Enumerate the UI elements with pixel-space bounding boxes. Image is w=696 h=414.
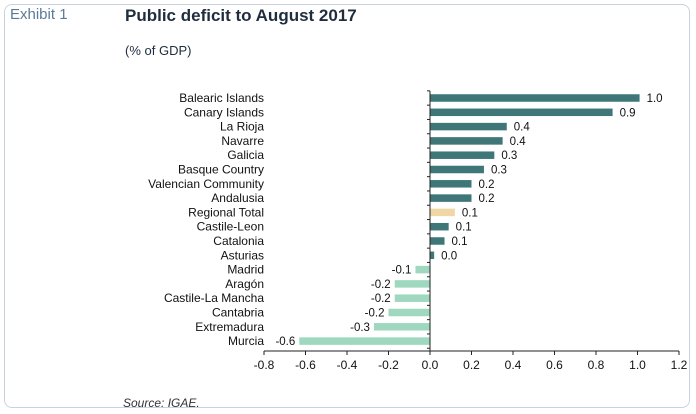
data-label: 0.3 <box>491 165 507 177</box>
x-tick-label: 1.0 <box>629 358 646 372</box>
bar <box>430 108 613 117</box>
x-tick-label: 0.4 <box>505 358 522 372</box>
category-label: Castile-La Mancha <box>164 291 264 305</box>
data-label: 0.3 <box>501 150 517 162</box>
category-label: Extremadura <box>195 320 264 334</box>
x-tick-label: -0.8 <box>254 358 275 372</box>
category-label: Castile-Leon <box>197 220 264 234</box>
data-label: 0.4 <box>514 122 531 134</box>
category-label: Canary Islands <box>184 105 264 119</box>
data-label: -0.2 <box>365 308 385 320</box>
bar <box>430 151 495 159</box>
category-label: Regional Total <box>188 205 264 219</box>
category-label: Cantabria <box>212 306 264 320</box>
category-label: La Rioja <box>220 120 264 134</box>
category-label: Basque Country <box>178 163 264 177</box>
data-label: -0.6 <box>275 336 295 348</box>
bar <box>430 194 472 202</box>
x-tick-label: -0.4 <box>337 358 358 372</box>
data-label: -0.3 <box>350 322 370 334</box>
data-label: 0.1 <box>452 236 468 248</box>
data-label: 0.4 <box>510 136 527 148</box>
category-label: Murcia <box>228 334 264 348</box>
category-label: Madrid <box>227 263 264 277</box>
category-label: Catalonia <box>213 234 264 248</box>
bar <box>388 308 430 317</box>
data-label: 0.2 <box>479 179 495 191</box>
data-label: 0.2 <box>479 193 495 205</box>
x-tick-label: 1.2 <box>671 358 688 372</box>
data-label: 1.0 <box>647 93 663 105</box>
data-label: 0.1 <box>462 207 478 219</box>
bar <box>430 94 640 102</box>
bar <box>430 237 445 245</box>
bar <box>430 122 507 131</box>
chart-subtitle: (% of GDP) <box>125 43 192 58</box>
bar <box>430 208 455 217</box>
category-label: Navarre <box>221 134 264 148</box>
bar <box>394 280 430 288</box>
category-label: Valencian Community <box>148 177 264 191</box>
data-label: -0.2 <box>371 279 391 291</box>
data-label: -0.1 <box>392 265 412 277</box>
x-tick-label: -0.2 <box>378 358 399 372</box>
bar <box>430 222 449 231</box>
data-label: 0.9 <box>620 107 636 119</box>
chart-title: Public deficit to August 2017 <box>125 6 357 25</box>
x-tick-label: 0.6 <box>546 358 563 372</box>
source-note: Source: IGAE. <box>123 396 200 410</box>
bar <box>430 137 503 145</box>
x-tick-label: -0.6 <box>295 358 316 372</box>
bar <box>373 323 430 331</box>
category-label: Asturias <box>221 248 264 262</box>
data-label: -0.2 <box>371 293 391 305</box>
x-tick-label: 0.2 <box>463 358 480 372</box>
bar <box>430 165 484 174</box>
category-label: Galicia <box>227 148 264 162</box>
bar <box>430 251 435 260</box>
bar <box>299 337 430 345</box>
category-label: Aragón <box>225 277 264 291</box>
category-label: Andalusia <box>211 191 264 205</box>
bar <box>394 294 430 302</box>
x-tick-label: 0.8 <box>588 358 605 372</box>
data-label: 0.1 <box>456 222 472 234</box>
x-tick-label: 0.0 <box>422 358 439 372</box>
category-label: Balearic Islands <box>179 91 264 105</box>
bar <box>430 180 472 188</box>
bar <box>415 265 430 274</box>
exhibit-number: Exhibit 1 <box>10 6 68 23</box>
data-label: 0.0 <box>441 250 457 262</box>
